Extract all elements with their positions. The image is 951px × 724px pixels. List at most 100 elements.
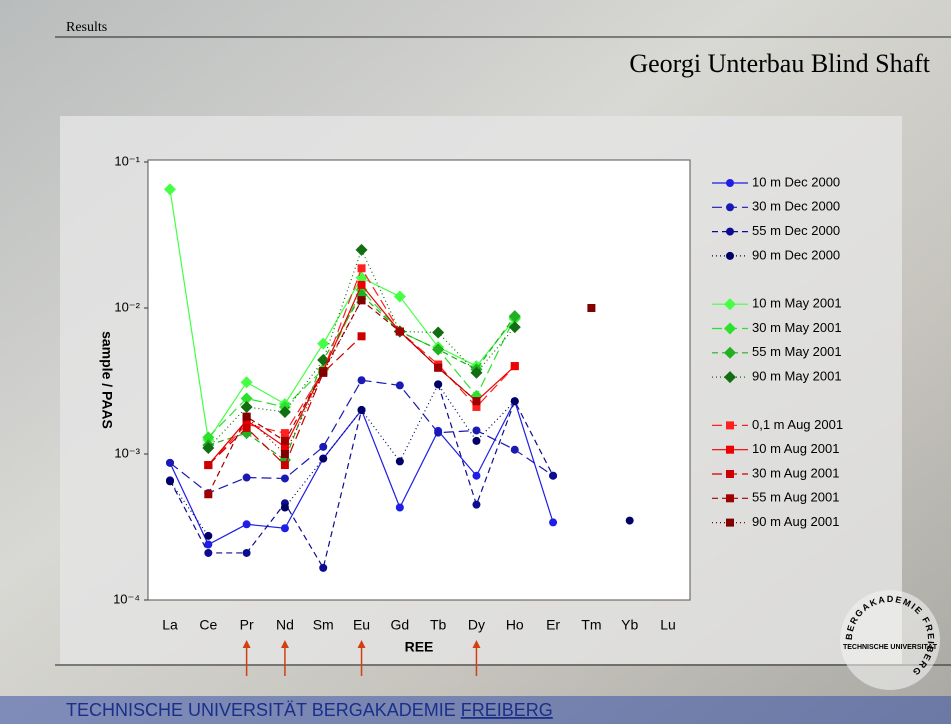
data-point <box>280 524 289 533</box>
data-point <box>319 563 328 572</box>
data-point <box>242 520 251 529</box>
legend-marker <box>724 298 736 311</box>
legend-label: 90 m Dec 2000 <box>752 247 840 262</box>
x-tick-label: Er <box>546 617 560 633</box>
data-point <box>434 428 443 437</box>
legend-label: 90 m May 2001 <box>752 369 842 384</box>
data-point <box>166 477 174 486</box>
legend-marker <box>724 322 736 335</box>
plot-area <box>147 159 691 601</box>
logo-center: TECHNISCHE UNIVERSITÄT <box>843 643 938 651</box>
data-point <box>587 304 596 312</box>
data-point <box>510 445 519 454</box>
legend-label: 90 m Aug 2001 <box>752 514 839 529</box>
y-tick-label: 10⁻¹ <box>114 153 140 168</box>
arrow-head <box>472 640 481 648</box>
x-axis-label: REE <box>405 639 434 655</box>
data-point <box>317 337 330 350</box>
data-point <box>202 431 215 444</box>
legend-label: 10 m Dec 2000 <box>752 174 840 189</box>
data-point <box>395 503 404 512</box>
data-point <box>204 461 213 470</box>
legend-marker <box>726 227 734 236</box>
data-point <box>278 405 291 418</box>
legend-marker <box>726 494 734 503</box>
x-tick-label: Ce <box>199 617 217 633</box>
data-point <box>204 548 213 557</box>
data-point <box>434 380 443 389</box>
x-tick-label: Lu <box>660 617 676 633</box>
data-point <box>280 442 289 451</box>
legend-marker <box>726 470 734 478</box>
series-line <box>207 248 516 449</box>
data-point <box>549 471 558 480</box>
footer: TECHNISCHE UNIVERSITÄT BERGAKADEMIE FREI… <box>66 700 553 720</box>
arrow-head <box>242 640 251 648</box>
x-tick-label: Gd <box>391 617 410 633</box>
data-point <box>240 392 253 405</box>
data-point <box>355 243 368 256</box>
legend-marker <box>726 421 734 430</box>
data-point <box>242 548 251 557</box>
x-tick-label: La <box>162 617 178 633</box>
data-point <box>319 368 328 377</box>
x-tick-label: Dy <box>468 617 485 633</box>
legend-label: 30 m Dec 2000 <box>752 199 840 214</box>
data-point <box>319 454 328 463</box>
section: Results <box>66 20 107 35</box>
data-point <box>470 366 483 379</box>
series-line <box>169 384 554 570</box>
data-point <box>625 516 634 525</box>
data-point <box>280 429 289 438</box>
x-tick-label: Eu <box>353 617 370 633</box>
data-point <box>472 500 481 509</box>
data-point <box>510 362 519 371</box>
legend-label: 55 m Aug 2001 <box>752 490 839 505</box>
data-point <box>357 406 366 415</box>
data-point <box>393 290 406 303</box>
data-point <box>432 343 445 356</box>
data-point <box>472 471 481 480</box>
data-point <box>280 503 289 512</box>
legend-label: 10 m May 2001 <box>752 296 842 311</box>
data-point <box>472 402 481 411</box>
footer-link[interactable]: FREIBERG <box>461 700 553 720</box>
legend-label: 10 m Aug 2001 <box>752 441 839 456</box>
series-line <box>207 299 477 495</box>
data-point <box>319 442 328 451</box>
data-point <box>280 461 289 470</box>
y-tick-label: 10⁻³ <box>114 445 140 460</box>
slide-title: Georgi Unterbau Blind Shaft <box>629 49 930 78</box>
data-point <box>240 376 253 389</box>
data-point <box>242 423 251 432</box>
x-tick-label: Ho <box>506 617 524 633</box>
data-point <box>357 296 366 305</box>
x-tick-label: Tm <box>581 617 601 633</box>
data-point <box>357 376 366 385</box>
data-point <box>508 321 521 334</box>
data-point <box>357 332 366 341</box>
data-point <box>204 540 213 549</box>
y-tick-label: 10⁻² <box>114 299 140 314</box>
data-point <box>432 326 445 339</box>
data-point <box>508 310 521 323</box>
data-point <box>357 280 366 289</box>
legend-label: 55 m Dec 2000 <box>752 223 840 238</box>
data-point <box>242 473 251 482</box>
legend-label: 30 m Aug 2001 <box>752 465 839 480</box>
x-tick-label: Sm <box>313 617 334 633</box>
x-tick-label: Tb <box>430 617 447 633</box>
series-line <box>207 288 516 438</box>
data-point <box>240 400 253 413</box>
data-point <box>204 531 213 540</box>
data-point <box>357 264 366 273</box>
data-point <box>472 397 481 406</box>
data-point <box>510 397 519 406</box>
series-line <box>169 379 554 494</box>
y-tick-label: 10⁻⁴ <box>113 591 140 606</box>
arrows <box>242 640 481 676</box>
legend-label: 30 m May 2001 <box>752 320 842 335</box>
data-point <box>549 518 558 527</box>
legend-marker <box>726 203 734 212</box>
